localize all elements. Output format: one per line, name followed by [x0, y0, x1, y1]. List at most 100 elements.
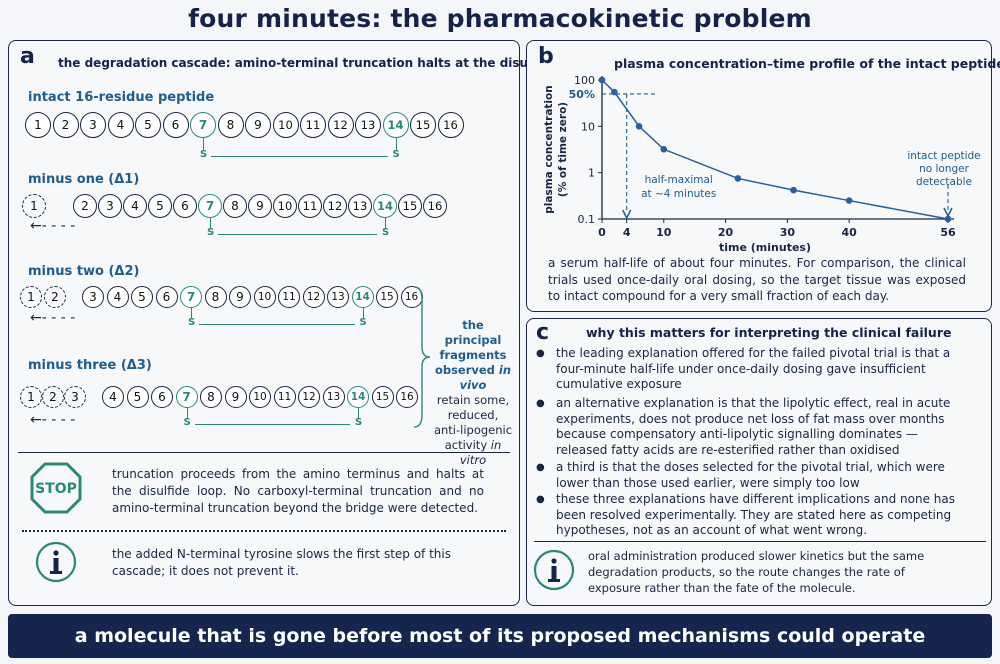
panel-a-label: a	[20, 44, 35, 69]
cleaved-residue: 2	[42, 386, 64, 408]
panel-c-title: why this matters for interpreting the cl…	[586, 325, 952, 340]
cleavage-arrow: ←- - - -	[30, 412, 76, 428]
cleavage-arrow: ←- - - -	[30, 218, 76, 234]
data-point	[635, 123, 643, 130]
cysteine-residue: 7	[180, 286, 202, 308]
disulfide-bridge	[211, 156, 388, 157]
residue: 2	[52, 112, 79, 138]
cleaved-residue: 3	[64, 386, 86, 408]
bond-line	[395, 138, 397, 150]
residue: 5	[126, 386, 149, 408]
bond-line	[191, 308, 192, 318]
data-point	[944, 215, 952, 223]
cleaved-residue: 1	[20, 286, 42, 308]
residue: 15	[398, 194, 422, 218]
panel-b-title: plasma concentration–time profile of the…	[614, 56, 1000, 71]
residue: 9	[229, 286, 251, 308]
panel-c-bullet-1: the leading explanation offered for the …	[536, 346, 970, 393]
bond-line	[186, 408, 188, 418]
fragment-note-line3a: observed	[434, 363, 499, 377]
residue: 11	[273, 386, 296, 408]
panel-c-bullet-4: these three explanations have different …	[536, 492, 970, 539]
x-tick-label: 4	[623, 226, 631, 239]
half-max-annot-2: at ~4 minutes	[641, 188, 716, 200]
residue: 8	[204, 286, 227, 308]
end-annot-2: no longer	[919, 163, 970, 175]
cleavage-arrow: ←- - - -	[30, 310, 76, 326]
sulfur-label: S	[188, 317, 196, 328]
data-point	[790, 186, 797, 194]
disulfide-bridge	[199, 324, 355, 325]
half-max-annot-1: half-maximal	[645, 174, 713, 186]
pk-chart: 100 10 1 0.10 4 10 20 30 40 56 time (minutes) plasm…	[543, 74, 981, 254]
panel-c-label: c	[536, 320, 550, 345]
residue: 3	[82, 286, 104, 308]
fragment-note: the principal fragments observed in vivo…	[433, 318, 513, 468]
info-icon-c	[533, 549, 575, 591]
cleaved-residue: 1	[20, 386, 42, 408]
x-tick-label: 30	[780, 226, 796, 239]
residue: 15	[376, 286, 398, 308]
fragment-note-line3b: in vivo	[459, 363, 512, 392]
cascade-row-label: intact 16-residue peptide	[28, 90, 215, 105]
x-tick-label: 10	[656, 226, 672, 239]
residue: 4	[106, 286, 129, 308]
residue: 11	[298, 194, 322, 218]
residue: 9	[224, 386, 247, 408]
fragment-note-line1: the principal	[444, 318, 502, 347]
residue: 5	[148, 194, 172, 218]
y-tick-label: 0.1	[578, 213, 596, 226]
bond-line	[358, 408, 359, 418]
fragment-note-line5: reduced,	[447, 408, 499, 422]
residue: 13	[322, 386, 345, 408]
panel-b-label: b	[538, 44, 554, 69]
y-axis-label-1: plasma concentration	[543, 85, 555, 213]
cysteine-residue: 14	[373, 194, 397, 218]
cysteine-residue: 7	[198, 194, 222, 218]
fragment-note-line2: fragments	[439, 348, 507, 362]
cleaved-residue: 2	[44, 286, 66, 308]
fragment-bracket	[413, 286, 431, 428]
x-tick-label: 0	[598, 226, 606, 239]
residue: 11	[278, 286, 300, 308]
cysteine-residue: 7	[175, 386, 198, 408]
info-icon	[35, 541, 77, 583]
footer-banner: a molecule that is gone before most of i…	[8, 614, 992, 658]
residue: 16	[437, 112, 464, 138]
residue: 1	[25, 112, 51, 138]
sulfur-label: S	[392, 149, 400, 160]
residue: 8	[217, 112, 244, 138]
sulfur-label: S	[382, 227, 390, 238]
data-point	[611, 88, 618, 96]
panel-c-bullet-3: a third is that the doses selected for t…	[536, 460, 970, 491]
sulfur-label: S	[200, 149, 208, 160]
info-note-a: the added N-terminal tyrosine slows the …	[112, 547, 451, 578]
residue: 15	[410, 112, 436, 138]
fragment-note-line7b: in vitro	[459, 438, 502, 467]
residue: 4	[123, 194, 147, 218]
cysteine-residue: 14	[347, 386, 369, 408]
panel-a-title: the degradation cascade: amino-terminal …	[58, 56, 592, 70]
residue: 12	[327, 112, 354, 138]
residue: 5	[131, 286, 153, 308]
bond-line	[385, 218, 386, 228]
residue: 12	[298, 386, 320, 408]
residue: 6	[162, 112, 189, 138]
residue: 10	[272, 112, 299, 138]
residue: 4	[107, 112, 134, 138]
data-point	[734, 175, 742, 182]
bond-line	[210, 218, 211, 228]
cascade-row-label: minus two (Δ2)	[28, 264, 140, 279]
series-line	[601, 79, 949, 220]
y-tick-label: 1	[588, 167, 595, 180]
fragment-note-line6: anti-lipogenic	[433, 423, 513, 437]
residue: 10	[273, 194, 297, 218]
x-tick-label: 40	[841, 226, 857, 239]
page-title: four minutes: the pharmacokinetic proble…	[188, 4, 812, 33]
panel-c-divider	[534, 541, 986, 542]
residue: 15	[371, 386, 394, 408]
residue: 13	[348, 194, 372, 218]
residue: 6	[155, 286, 178, 308]
residue: 13	[327, 286, 349, 308]
end-annot-3: detectable	[916, 176, 972, 188]
